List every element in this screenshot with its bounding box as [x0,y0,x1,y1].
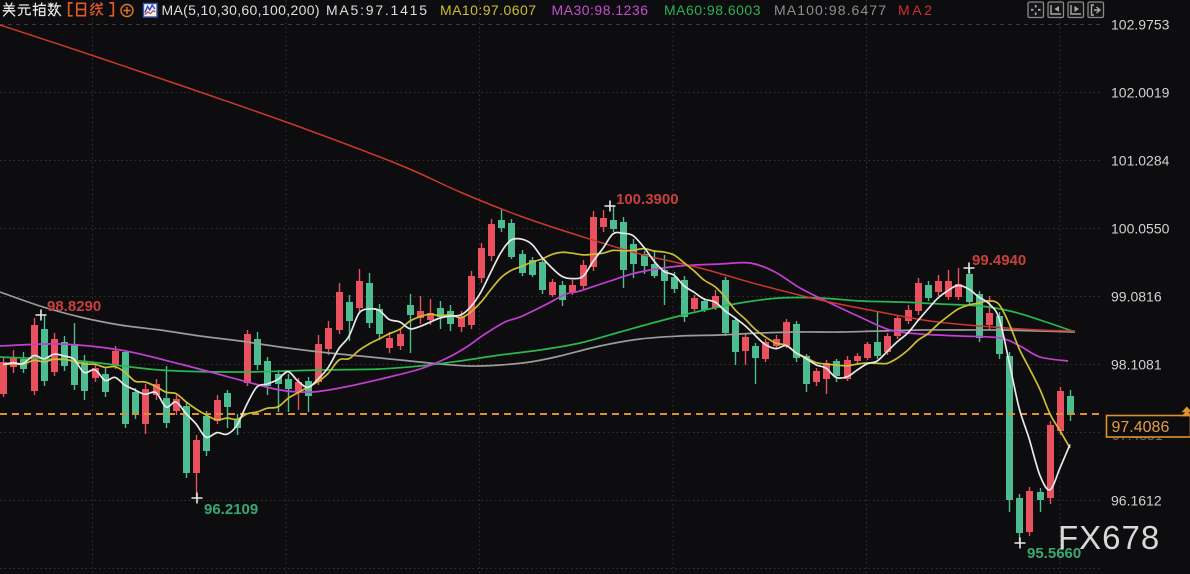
svg-text:102.0019: 102.0019 [1111,85,1170,101]
svg-text:100.0550: 100.0550 [1111,221,1170,237]
svg-text:MA60:98.6003: MA60:98.6003 [664,2,761,18]
svg-text:MA5:97.1415: MA5:97.1415 [326,2,427,18]
svg-text:98.8290: 98.8290 [47,298,101,315]
svg-text:FX678: FX678 [1058,519,1160,556]
svg-text:99.0816: 99.0816 [1111,289,1162,305]
svg-text:97.4086: 97.4086 [1112,419,1170,436]
svg-text:MA10:97.0607: MA10:97.0607 [440,2,536,18]
svg-text:MA30:98.1236: MA30:98.1236 [552,2,649,18]
svg-text:102.9753: 102.9753 [1111,17,1170,33]
svg-text:MA2: MA2 [898,2,932,18]
svg-text:98.1081: 98.1081 [1111,357,1162,373]
svg-text:99.4940: 99.4940 [972,252,1026,269]
svg-text:96.2109: 96.2109 [204,501,258,518]
svg-text:100.3900: 100.3900 [616,191,679,208]
svg-text:MA(5,10,30,60,100,200): MA(5,10,30,60,100,200) [162,2,320,18]
svg-text:101.0284: 101.0284 [1111,153,1170,169]
svg-text:96.1612: 96.1612 [1111,493,1162,509]
svg-text:95.5660: 95.5660 [1027,545,1081,562]
svg-text:MA100:98.6477: MA100:98.6477 [774,2,886,18]
